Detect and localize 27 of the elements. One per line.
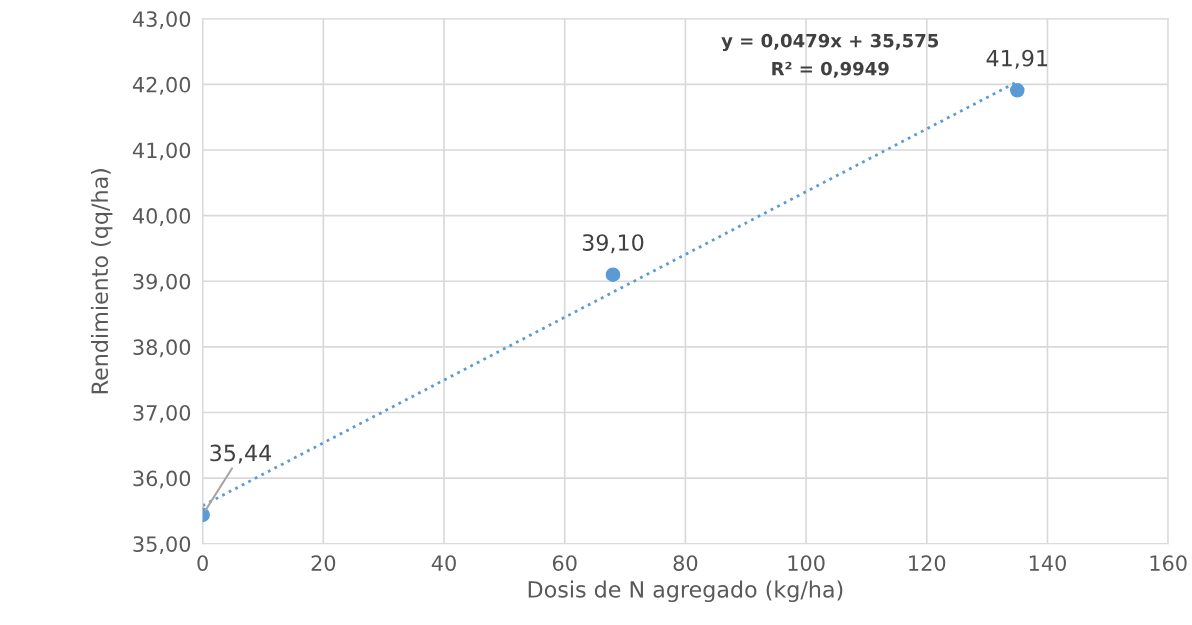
x-tick-label: 120	[909, 555, 946, 571]
x-tick-label: 140	[1029, 555, 1066, 571]
x-tick-label: 100	[788, 555, 825, 571]
data-label: 41,91	[986, 49, 1048, 69]
y-tick-label: 43,00	[132, 11, 191, 30]
y-axis-title: Rendimiento (qq/ha)	[90, 169, 113, 394]
y-tick-label: 36,00	[133, 470, 191, 489]
y-tick-label: 42,00	[132, 76, 191, 95]
data-label: 39,10	[582, 234, 644, 254]
x-tick-label: 40	[431, 555, 456, 571]
point	[605, 267, 621, 282]
x-tick-label: 60	[552, 555, 577, 571]
data-label: 35,44	[210, 444, 272, 464]
x-tick-label: 20	[311, 555, 336, 571]
annotation: R² = 0,9949	[772, 61, 889, 78]
y-tick-label: 35,00	[133, 536, 191, 555]
x-tick-label: 160	[1150, 555, 1187, 571]
point	[1010, 82, 1025, 98]
y-tick-label: 37,00	[133, 404, 191, 423]
annotation: y = 0,0479x + 35,575	[721, 33, 939, 52]
y-tick-label: 41,00	[132, 142, 191, 161]
y-tick-label: 39,00	[133, 273, 191, 292]
x-axis-title: Dosis de N agregado (kg/ha)	[528, 580, 843, 603]
y-tick-label: 40,00	[132, 208, 191, 226]
y-tick-label: 38,00	[133, 339, 191, 358]
x-tick-label: 80	[673, 555, 698, 571]
x-tick-label: 0	[197, 555, 208, 571]
